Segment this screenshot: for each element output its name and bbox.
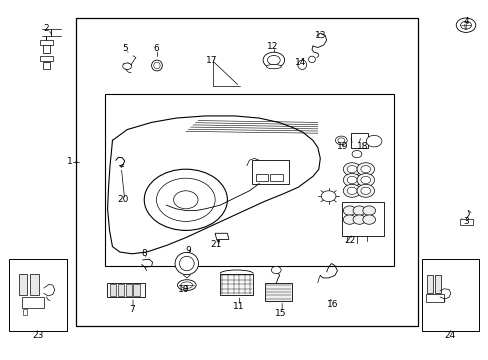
Bar xyxy=(220,274,253,295)
Text: 1: 1 xyxy=(67,157,73,166)
Text: 18: 18 xyxy=(356,143,368,152)
Circle shape xyxy=(346,187,356,194)
Ellipse shape xyxy=(181,282,192,288)
Circle shape xyxy=(122,63,131,69)
Circle shape xyxy=(321,191,335,202)
Ellipse shape xyxy=(151,60,162,71)
Bar xyxy=(76,18,417,326)
Bar xyxy=(125,284,132,296)
Text: 3: 3 xyxy=(462,217,468,226)
Ellipse shape xyxy=(179,256,194,271)
Text: 23: 23 xyxy=(32,331,43,340)
Circle shape xyxy=(156,178,215,221)
Text: 15: 15 xyxy=(275,309,286,318)
Bar xyxy=(421,259,478,331)
Bar xyxy=(42,62,50,69)
Circle shape xyxy=(267,55,280,65)
Circle shape xyxy=(356,163,374,176)
Bar xyxy=(105,94,393,266)
Text: 14: 14 xyxy=(294,58,306,67)
Bar xyxy=(9,259,66,331)
Text: 19: 19 xyxy=(336,143,347,152)
Bar xyxy=(106,283,144,297)
Text: 20: 20 xyxy=(117,195,129,204)
Bar xyxy=(23,309,27,315)
Circle shape xyxy=(356,184,374,197)
Bar xyxy=(459,219,472,225)
Bar xyxy=(434,275,440,293)
Bar xyxy=(118,284,124,296)
Text: 10: 10 xyxy=(177,285,189,294)
Bar xyxy=(342,202,383,236)
Text: 17: 17 xyxy=(205,56,217,65)
Circle shape xyxy=(271,266,281,274)
Circle shape xyxy=(455,18,475,32)
Bar xyxy=(40,56,53,61)
Circle shape xyxy=(343,163,360,176)
Circle shape xyxy=(343,206,355,215)
Circle shape xyxy=(173,191,198,209)
Circle shape xyxy=(362,215,375,224)
Circle shape xyxy=(351,150,361,158)
Circle shape xyxy=(346,176,356,184)
Bar xyxy=(19,274,27,295)
Bar xyxy=(270,174,282,181)
Ellipse shape xyxy=(177,280,196,291)
Circle shape xyxy=(366,135,381,147)
Text: 21: 21 xyxy=(210,240,222,249)
Polygon shape xyxy=(107,116,320,254)
Circle shape xyxy=(352,206,365,215)
Ellipse shape xyxy=(266,64,281,69)
Ellipse shape xyxy=(297,60,306,69)
Bar xyxy=(426,275,432,293)
Text: 7: 7 xyxy=(129,305,135,314)
Circle shape xyxy=(343,174,360,186)
Text: 9: 9 xyxy=(185,246,191,255)
Bar xyxy=(22,297,44,308)
Ellipse shape xyxy=(308,56,315,63)
Circle shape xyxy=(360,187,370,194)
Bar xyxy=(426,294,443,302)
Circle shape xyxy=(352,215,365,224)
Circle shape xyxy=(460,21,470,29)
Text: 11: 11 xyxy=(232,302,244,311)
Bar xyxy=(255,174,267,181)
Text: 22: 22 xyxy=(343,236,355,245)
Ellipse shape xyxy=(175,252,198,275)
Bar xyxy=(264,283,291,301)
Text: 12: 12 xyxy=(266,42,278,51)
Circle shape xyxy=(343,215,355,224)
Text: 6: 6 xyxy=(153,44,159,53)
Text: 13: 13 xyxy=(314,31,325,40)
Circle shape xyxy=(356,174,374,186)
Circle shape xyxy=(144,169,227,230)
Bar xyxy=(40,40,53,45)
Circle shape xyxy=(337,138,344,143)
Circle shape xyxy=(263,52,284,68)
Bar xyxy=(42,45,50,53)
Circle shape xyxy=(360,166,370,173)
Bar xyxy=(133,284,140,296)
Circle shape xyxy=(335,136,346,145)
Text: 24: 24 xyxy=(444,331,455,340)
Text: 2: 2 xyxy=(43,24,49,33)
Text: 4: 4 xyxy=(462,17,468,26)
Text: 5: 5 xyxy=(122,44,127,53)
Circle shape xyxy=(343,184,360,197)
Circle shape xyxy=(346,166,356,173)
Bar xyxy=(251,160,288,184)
Polygon shape xyxy=(215,233,228,239)
Bar xyxy=(350,133,367,148)
Text: 16: 16 xyxy=(326,300,338,309)
Bar xyxy=(110,284,116,296)
Ellipse shape xyxy=(154,62,160,69)
Text: 8: 8 xyxy=(141,249,147,258)
Bar xyxy=(30,274,39,295)
Circle shape xyxy=(362,206,375,215)
Circle shape xyxy=(360,176,370,184)
